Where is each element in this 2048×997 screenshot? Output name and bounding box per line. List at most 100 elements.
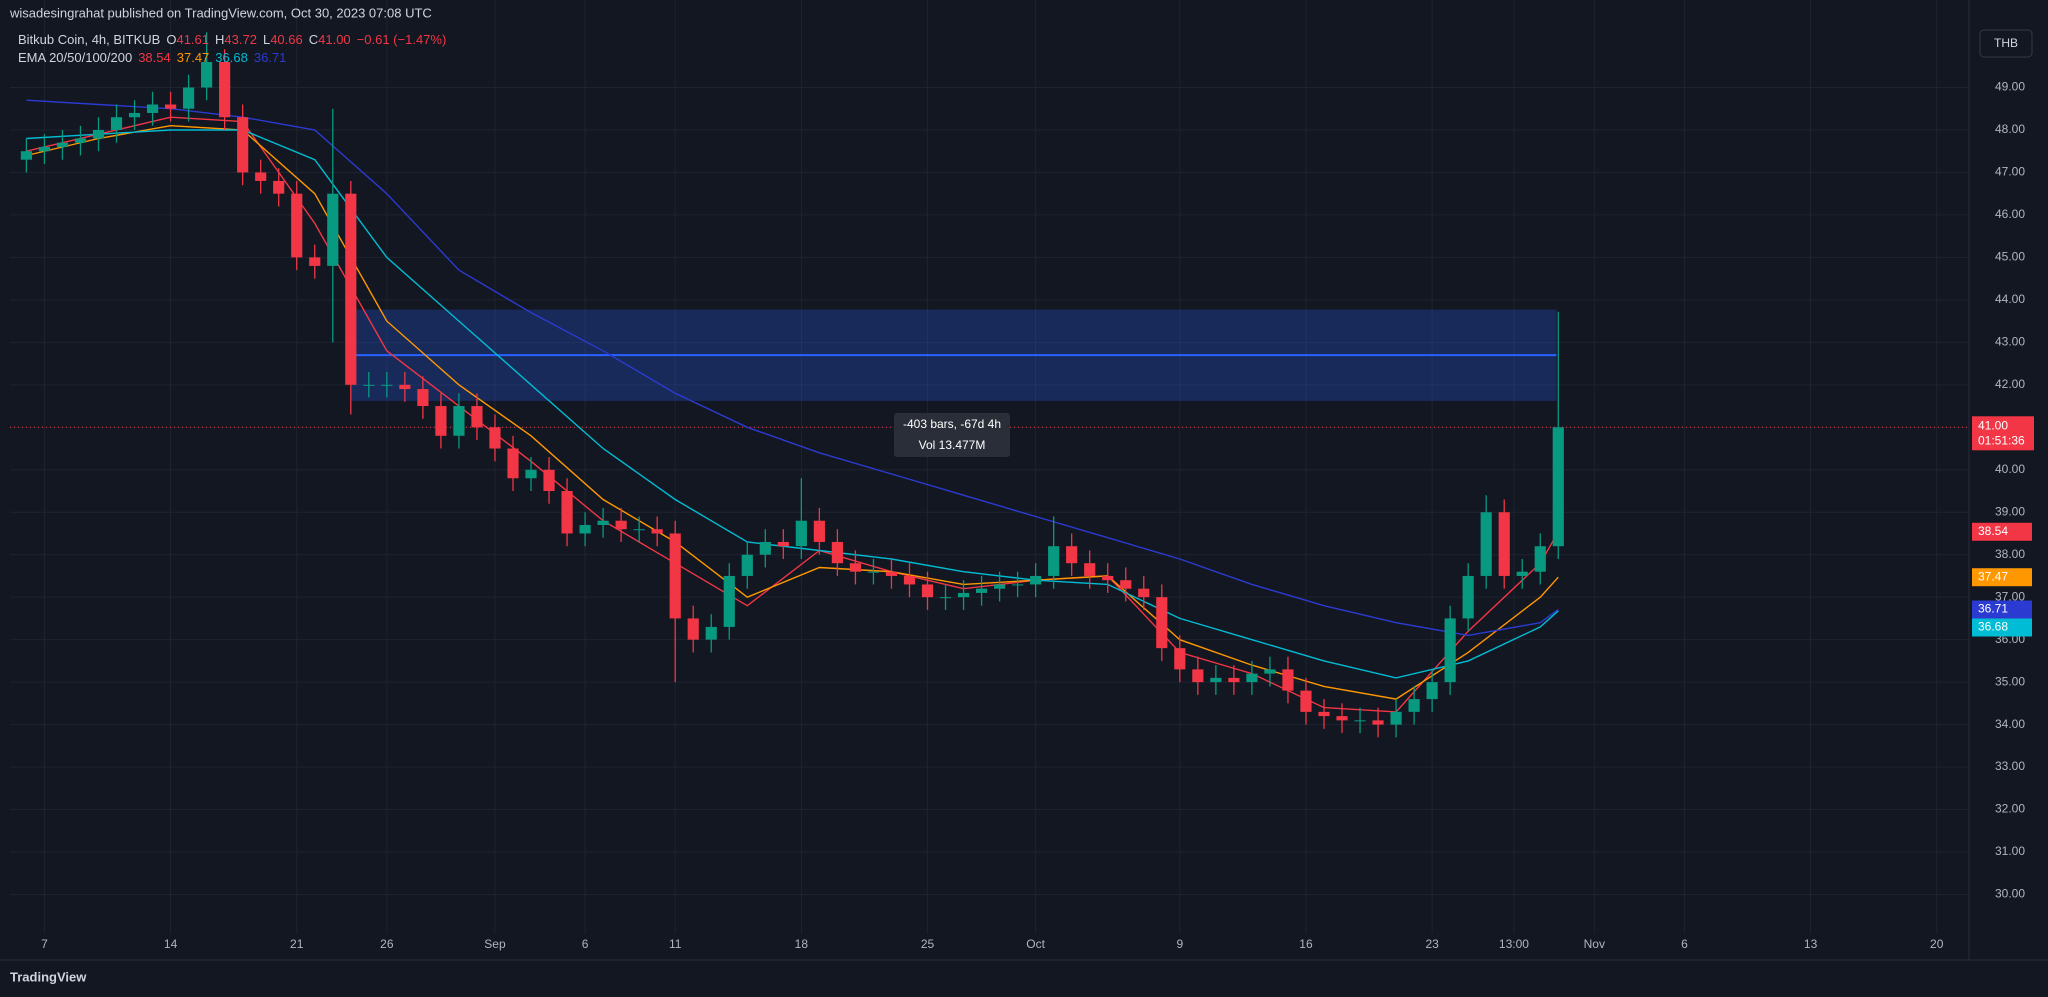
candle-body [1390,711,1402,725]
candle-body [885,571,898,576]
candle-body [525,469,537,479]
published-line: wisadesingrahat published on TradingView… [9,5,432,20]
candle-body [56,142,69,147]
candle-body [615,520,627,530]
y-tick-label: 34.00 [1995,717,2025,731]
price-label-box [1972,618,2032,637]
indicator: EMA 20/50/100/200 [18,50,132,65]
candle-body [507,448,519,479]
candle-body [435,406,447,436]
candle-body [1372,720,1384,725]
y-tick-label: 47.00 [1995,165,2025,179]
y-tick-label: 31.00 [1995,844,2025,858]
candle-body [128,112,141,118]
candle-body [687,618,699,640]
candle-body [939,597,952,599]
last-price-box [1972,416,2034,451]
y-tick-label: 39.00 [1995,504,2025,518]
candle-body [741,554,753,576]
candle-body [795,520,807,547]
candle-body [417,389,429,407]
candle-body [1120,580,1132,589]
ohlc-value: C [309,32,318,47]
candle-body [1084,563,1096,576]
candle-body [1102,575,1114,581]
x-tick-label: 13 [1804,937,1818,951]
ema-legend-value: 38.54 [138,50,171,65]
indicator-legend: EMA 20/50/100/200 38.54 37.47 36.68 36.71 [18,50,286,65]
symbol: Bitkub Coin, 4h, BITKUB [18,32,160,47]
candle-body [183,87,195,109]
x-tick-label: 16 [1299,937,1313,951]
y-tick-label: 49.00 [1995,80,2025,94]
candle-body [1426,682,1438,700]
y-tick-label: 42.00 [1995,377,2025,391]
candle-body [1048,546,1060,576]
candle-body [1174,648,1186,670]
ohlc-value: 41.00 [318,32,351,47]
candle-body [219,62,231,118]
y-tick-label: 33.00 [1995,759,2025,773]
x-tick-label: 23 [1425,937,1439,951]
price-label-box [1972,568,2032,587]
ema-legend-value: 36.68 [215,50,248,65]
candle-body [561,490,573,534]
candle-body [1318,711,1330,717]
x-tick-label: 9 [1176,937,1183,951]
candle-body [327,193,339,266]
ohlc-value: L [263,32,270,47]
candle-body [831,541,843,564]
candle-body [1030,575,1042,585]
ema-line [26,99,1559,637]
candle-body [849,563,862,572]
plot [10,32,1969,738]
candle-body [1066,546,1078,564]
price-label: 36.68 [1978,620,2008,634]
x-tick-label: 26 [380,937,394,951]
candle-body [1336,716,1348,721]
candle-body [994,584,1006,589]
y-tick-label: 37.00 [1995,589,2025,603]
x-tick-label: Sep [484,937,506,951]
ohlc-value: 40.66 [270,32,303,47]
candle-body [777,541,789,547]
candle-body [1228,677,1240,683]
candle-body [651,529,663,534]
candle-body [1354,720,1366,722]
currency-label[interactable]: THB [1994,36,2018,50]
candle-body [543,469,555,491]
candle-body [1264,669,1276,674]
candle-body [903,575,916,585]
candle-body [74,138,87,143]
candle-body [813,520,825,542]
candle-body [1534,546,1546,572]
x-tick-label: Oct [1026,937,1045,951]
y-tick-label: 30.00 [1995,887,2025,901]
ema-legend-value: 36.71 [254,50,287,65]
x-tick-label: 6 [1681,937,1688,951]
x-tick-label: 7 [41,937,48,951]
tooltip-box [894,413,1010,457]
price-label-box [1972,600,2032,619]
candle-body [723,575,735,627]
y-tick-label: 35.00 [1995,674,2025,688]
candle-body [164,104,177,109]
candle-body [1300,690,1312,712]
candle-body [20,151,32,160]
candle-body [975,588,988,593]
candle-body [38,146,51,152]
ohlc-value: H [215,32,224,47]
candle-body [146,104,159,113]
price-label-box [1972,522,2032,541]
candle-body [1156,597,1168,649]
candle-body [1480,512,1492,576]
x-tick-label: 25 [921,937,935,951]
candle-body [1444,618,1456,683]
y-tick-label: 46.00 [1995,207,2025,221]
candle-body [1408,699,1420,712]
currency-button[interactable] [1979,29,2033,58]
ohlc-value: −0.61 (−1.47%) [357,32,447,47]
